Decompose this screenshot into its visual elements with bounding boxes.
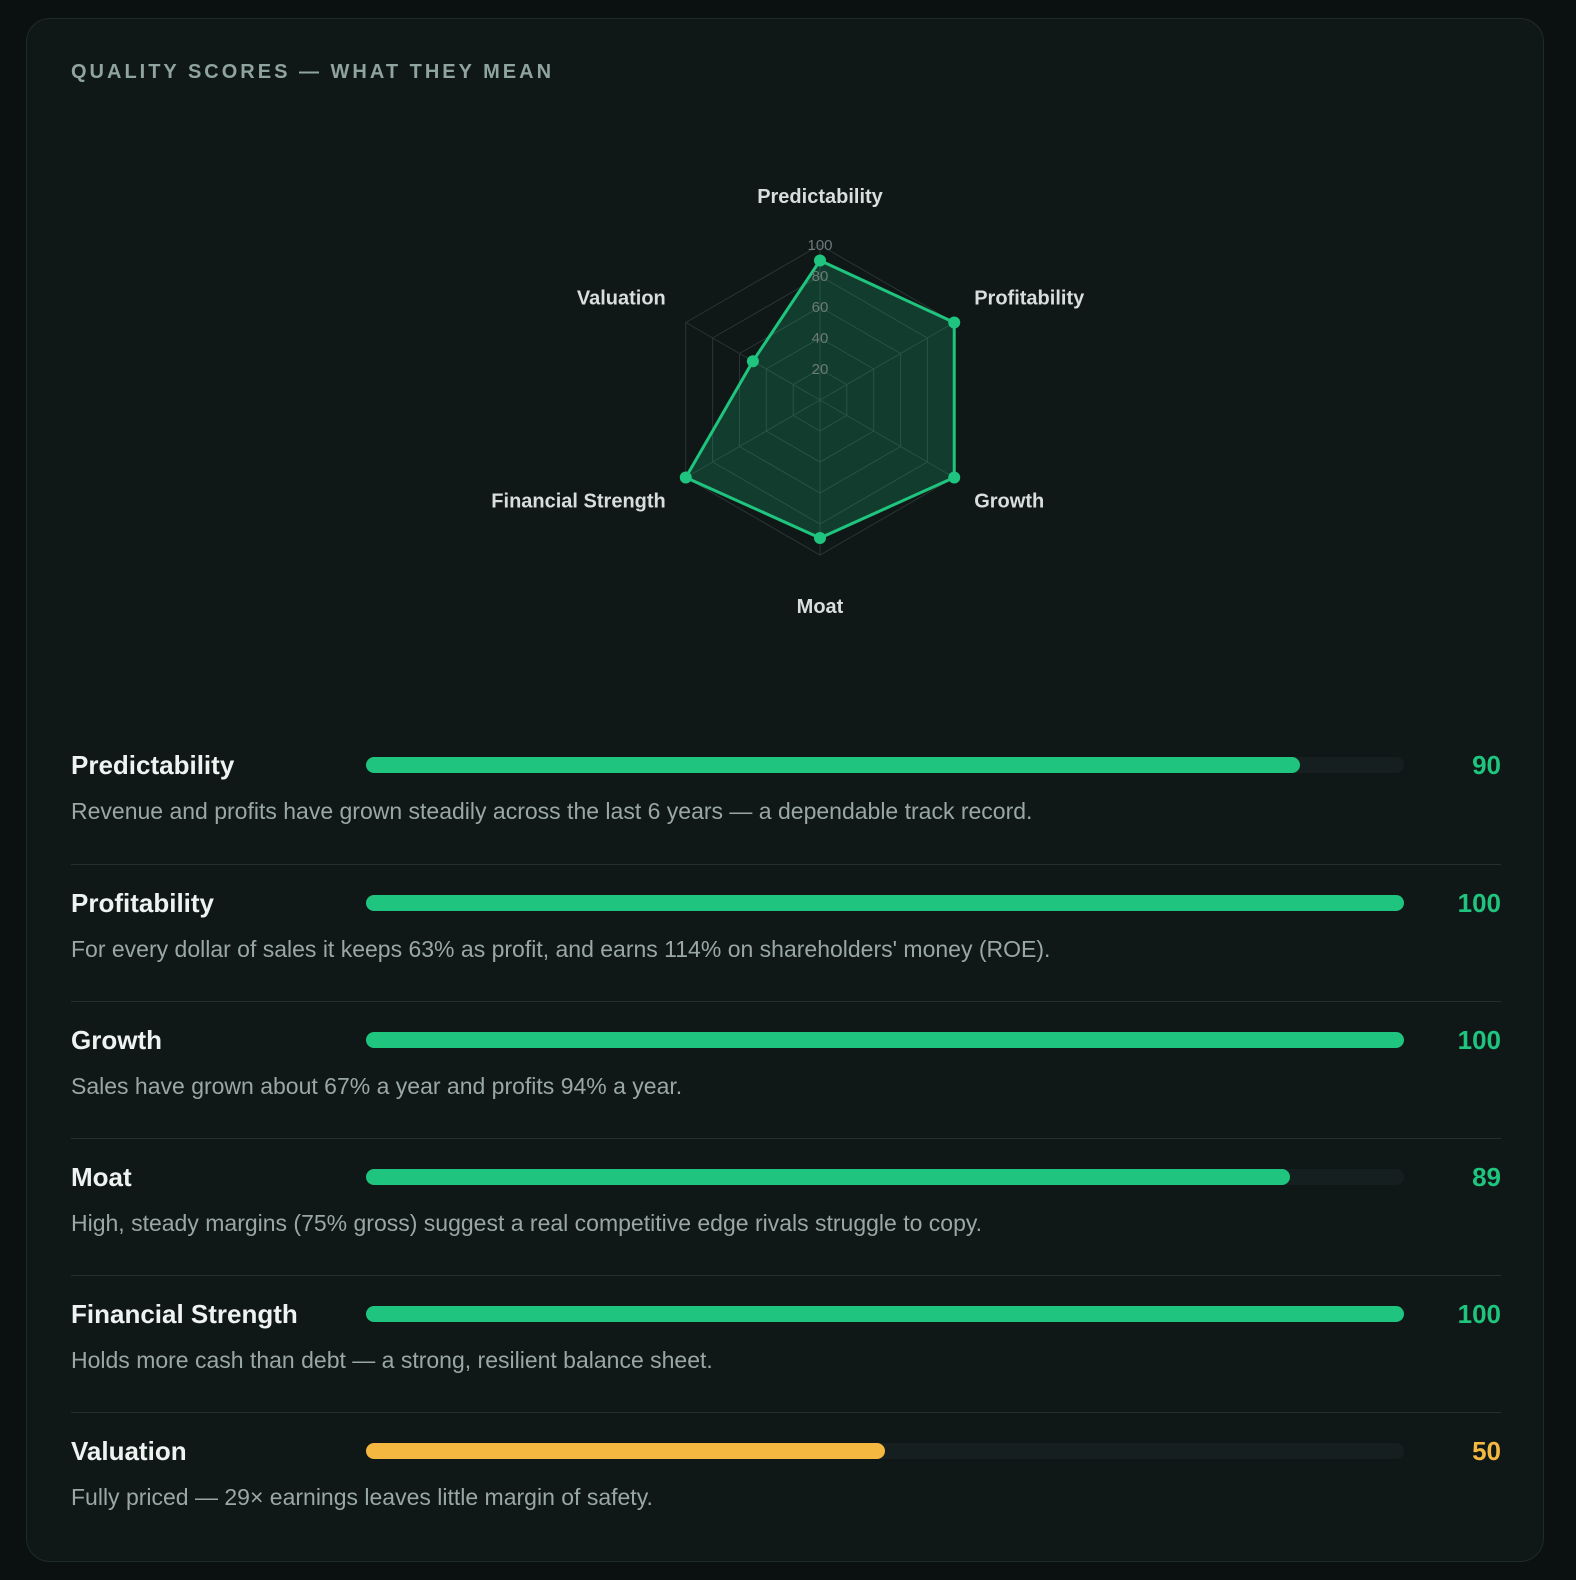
score-row: Growth 100 Sales have grown about 67% a ye…: [71, 1001, 1501, 1138]
radar-data-point: [814, 254, 826, 267]
score-bar-track: [366, 757, 1404, 773]
radar-tick-label: 40: [812, 330, 829, 347]
score-bar-track: [366, 895, 1404, 911]
score-bar-track: [366, 1032, 1404, 1048]
radar-data-point: [948, 316, 961, 329]
score-description: Fully priced — 29× earnings leaves littl…: [71, 1484, 653, 1510]
score-name: Growth: [71, 1025, 162, 1055]
radar-tick-label: 60: [812, 299, 829, 316]
radar-spoke: [819, 399, 955, 478]
score-bar-fill: [366, 1169, 1290, 1185]
score-bar-fill: [366, 895, 1404, 911]
score-row: Predictability 90 Revenue and profits have…: [71, 727, 1501, 864]
score-description: High, steady margins (75% gross) suggest…: [71, 1210, 983, 1236]
score-list: Predictability 90 Revenue and profits have…: [71, 727, 1501, 1549]
radar-spoke: [685, 399, 821, 478]
score-name: Financial Strength: [71, 1299, 298, 1329]
radar-axis-label: Growth: [974, 491, 1044, 513]
section-title: QUALITY SCORES — WHAT THEY MEAN: [71, 61, 555, 83]
score-bar-fill: [366, 1443, 885, 1459]
radar-axis-label: Financial Strength: [491, 491, 665, 513]
score-bar-fill: [366, 1032, 1404, 1048]
score-row: Valuation 50 Fully priced — 29× earnings l…: [71, 1412, 1501, 1549]
radar-data-point: [679, 471, 692, 484]
score-bar-track: [366, 1169, 1404, 1185]
radar-axis-label: Predictability: [757, 186, 883, 208]
score-row: Moat 89 High, steady margins (75% gross) s…: [71, 1138, 1501, 1275]
score-description: Holds more cash than debt — a strong, re…: [71, 1347, 713, 1373]
score-name: Moat: [71, 1162, 132, 1192]
radar-tick-label: 80: [812, 268, 829, 285]
score-bar-track: [366, 1443, 1404, 1459]
score-bar-fill: [366, 757, 1301, 773]
score-value: 50: [1472, 1436, 1501, 1466]
radar-axis-label: Valuation: [577, 288, 666, 310]
quality-scores-card: QUALITY SCORES — WHAT THEY MEAN 20 40 60 80…: [26, 18, 1544, 1562]
radar-axis-label: Moat: [797, 596, 844, 618]
score-value: 100: [1457, 888, 1501, 918]
score-name: Profitability: [71, 888, 215, 918]
radar-spoke: [819, 322, 955, 401]
radar-tick-label: 20: [812, 361, 829, 378]
radar-data-point: [814, 531, 826, 544]
radar-data-point: [746, 355, 759, 368]
score-bar-fill: [366, 1306, 1404, 1322]
score-description: Revenue and profits have grown steadily …: [71, 798, 1033, 824]
radar-data-point: [948, 471, 961, 484]
score-description: For every dollar of sales it keeps 63% a…: [71, 936, 1051, 962]
score-value: 100: [1457, 1299, 1501, 1329]
score-description: Sales have grown about 67% a year and pr…: [71, 1073, 683, 1099]
radar-tick-label: 100: [807, 237, 832, 254]
score-name: Predictability: [71, 750, 235, 780]
score-value: 90: [1472, 750, 1501, 780]
score-value: 89: [1472, 1162, 1501, 1192]
score-bar-track: [366, 1306, 1404, 1322]
radar-chart: 20 40 60 80 100 Predictability Profitability Gr…: [491, 186, 1085, 618]
score-name: Valuation: [71, 1436, 187, 1466]
score-value: 100: [1457, 1025, 1501, 1055]
score-row: Financial Strength 100 Holds more cash tha…: [71, 1275, 1501, 1412]
score-row: Profitability 100 For every dollar of sale…: [71, 864, 1501, 1001]
radar-axis-label: Profitability: [974, 288, 1085, 310]
